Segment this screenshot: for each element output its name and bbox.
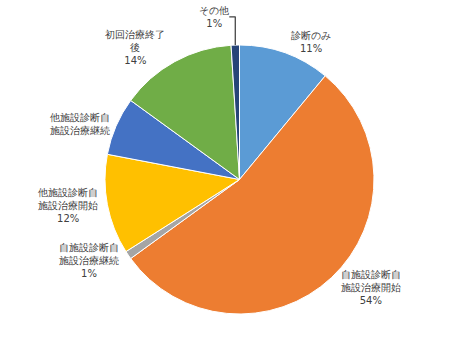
- svg-text:他施設診断自施設治療継続: 他施設診断自施設治療継続: [50, 112, 110, 136]
- svg-text:その他1%: その他1%: [199, 5, 229, 29]
- svg-text:他施設診断自施設治療開始12%: 他施設診断自施設治療開始12%: [38, 187, 98, 224]
- svg-text:自施設診断自施設治療継続1%: 自施設診断自施設治療継続1%: [59, 242, 119, 279]
- svg-text:初回治療終了後14%: 初回治療終了後14%: [105, 29, 165, 66]
- svg-text:診断のみ11%: 診断のみ11%: [291, 30, 331, 54]
- svg-text:自施設診断自施設治療開始54%: 自施設診断自施設治療開始54%: [341, 269, 401, 306]
